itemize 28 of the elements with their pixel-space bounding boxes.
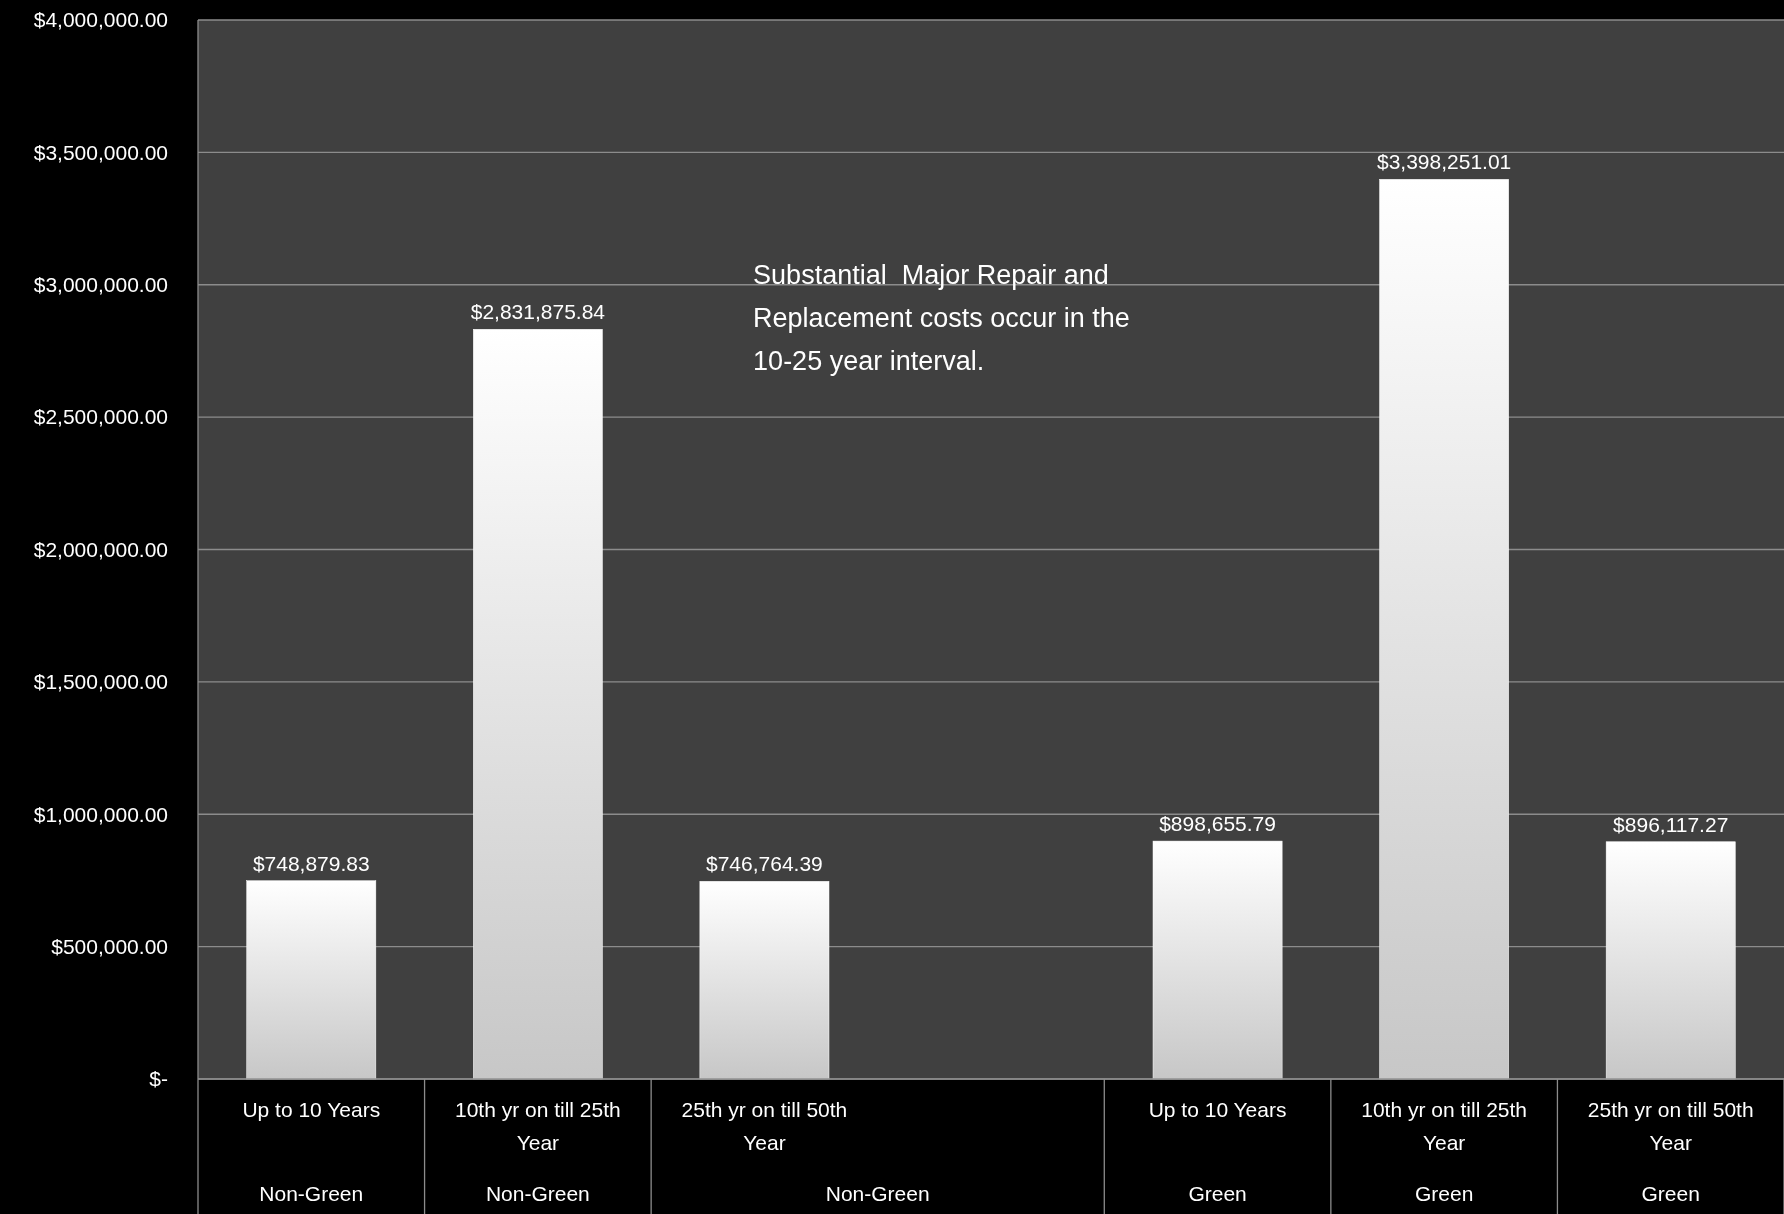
category-label: 10th yr on till 25th Year Green (1361, 1098, 1528, 1205)
y-tick-label: $1,000,000.00 (33, 802, 168, 826)
bar (699, 881, 830, 1080)
annotation: Substantial Major Repair and Replacement costs occur in the 10-25 year interval. (753, 260, 1130, 376)
category-label: 25th yr on till 50th Year Non-Green (681, 1098, 930, 1205)
data-label: $2,831,875.84 (470, 300, 606, 324)
y-tick-label: $4,000,000.00 (33, 8, 168, 32)
data-label: $898,655.79 (1159, 812, 1276, 836)
category-label: 25th yr on till 50th Year Green (1587, 1098, 1754, 1205)
bar (1379, 179, 1509, 1080)
y-tick-label: $3,500,000.00 (33, 140, 168, 164)
y-tick-label: $- (149, 1067, 168, 1091)
data-label: $746,764.39 (706, 852, 823, 876)
y-tick-label: $2,000,000.00 (33, 537, 168, 561)
data-label: $748,879.83 (252, 851, 370, 875)
category-label: 10th yr on till 25th Year Non-Green (454, 1098, 621, 1205)
y-tick-label: $3,000,000.00 (33, 273, 168, 297)
bar (246, 880, 377, 1080)
bar (1605, 841, 1736, 1080)
bar (473, 329, 603, 1080)
bar (1152, 840, 1283, 1080)
y-tick-label: $2,500,000.00 (33, 405, 168, 429)
data-label: $896,117.27 (1613, 812, 1729, 836)
data-label: $3,398,251.01 (1376, 150, 1512, 174)
category-label: Up to 10 Years Green (1148, 1098, 1287, 1205)
category-label: Up to 10 Years Non-Green (242, 1098, 381, 1205)
y-tick-label: $500,000.00 (51, 934, 168, 958)
y-tick-label: $1,500,000.00 (33, 670, 168, 694)
